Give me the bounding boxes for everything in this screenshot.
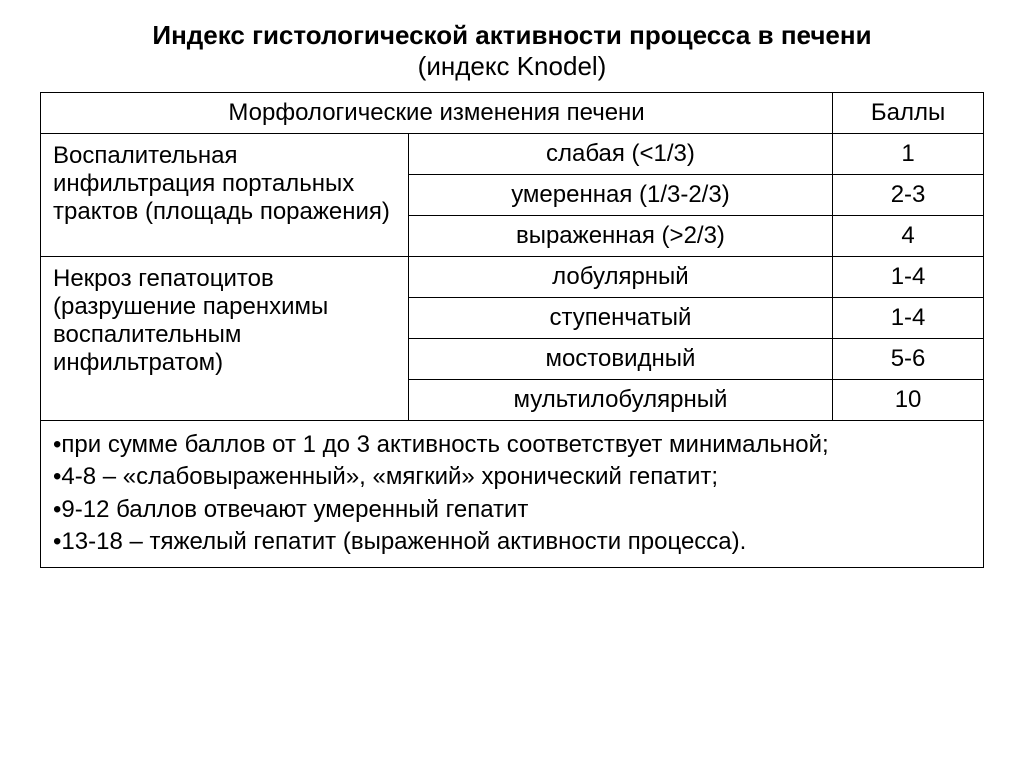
knodel-table: Морфологические изменения печени Баллы В… [40, 92, 984, 568]
score-cell: 1 [833, 134, 984, 175]
sub-cell: выраженная (>2/3) [408, 216, 832, 257]
category-cell: Некроз гепатоцитов (разрушение паренхимы… [41, 257, 409, 421]
note-line: •9-12 баллов отвечают умеренный гепатит [53, 494, 971, 526]
score-cell: 5-6 [833, 339, 984, 380]
score-cell: 1-4 [833, 257, 984, 298]
title-sub: (индекс Knodel) [418, 51, 607, 81]
page-title: Индекс гистологической активности процес… [40, 20, 984, 82]
score-cell: 10 [833, 380, 984, 421]
header-row: Морфологические изменения печени Баллы [41, 93, 984, 134]
table-row: Воспалительная инфильтрация портальных т… [41, 134, 984, 175]
title-main: Индекс гистологической активности процес… [152, 20, 871, 50]
sub-cell: ступенчатый [408, 298, 832, 339]
sub-cell: лобулярный [408, 257, 832, 298]
table-row: Некроз гепатоцитов (разрушение паренхимы… [41, 257, 984, 298]
sub-cell: умеренная (1/3-2/3) [408, 175, 832, 216]
sub-cell: слабая (<1/3) [408, 134, 832, 175]
note-line: •4-8 – «слабовыраженный», «мягкий» хрони… [53, 461, 971, 493]
note-line: •13-18 – тяжелый гепатит (выраженной акт… [53, 526, 971, 558]
score-cell: 4 [833, 216, 984, 257]
header-score: Баллы [833, 93, 984, 134]
header-morph: Морфологические изменения печени [41, 93, 833, 134]
score-cell: 1-4 [833, 298, 984, 339]
notes-cell: •при сумме баллов от 1 до 3 активность с… [41, 421, 984, 568]
sub-cell: мостовидный [408, 339, 832, 380]
category-cell: Воспалительная инфильтрация портальных т… [41, 134, 409, 257]
note-line: •при сумме баллов от 1 до 3 активность с… [53, 429, 971, 461]
sub-cell: мультилобулярный [408, 380, 832, 421]
notes-row: •при сумме баллов от 1 до 3 активность с… [41, 421, 984, 568]
score-cell: 2-3 [833, 175, 984, 216]
